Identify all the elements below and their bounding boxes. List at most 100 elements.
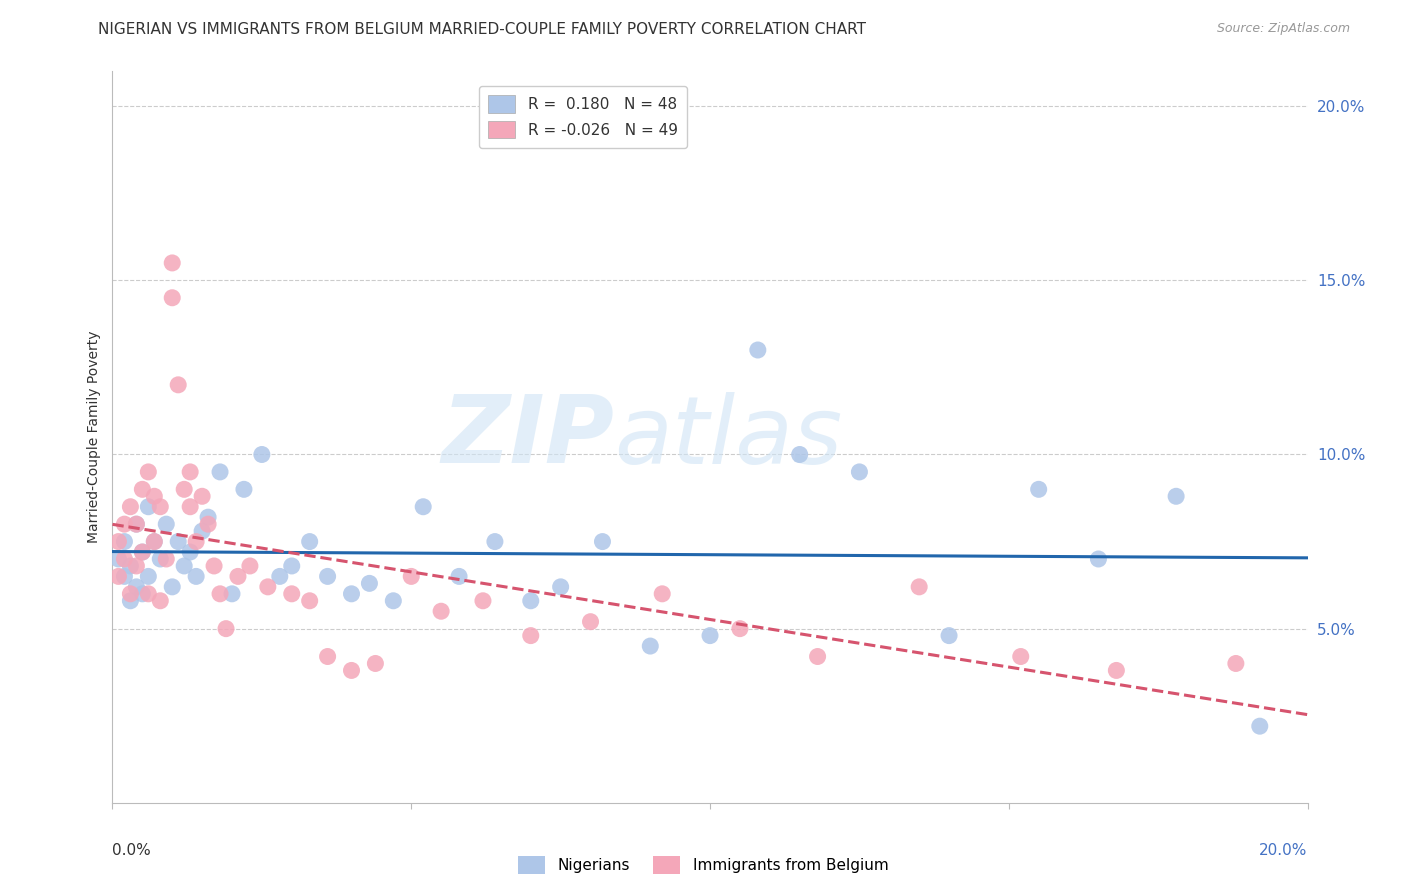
Point (359, 576, 381, 591)
Point (186, 569, 208, 583)
Point (120, 558, 142, 573)
Point (143, 534, 166, 549)
Point (114, 517, 135, 532)
Point (281, 587, 304, 601)
Text: Source: ZipAtlas.com: Source: ZipAtlas.com (1216, 22, 1350, 36)
Point (412, 500, 434, 514)
Point (209, 465, 232, 479)
Point (167, 534, 190, 549)
Point (173, 558, 195, 573)
Y-axis label: Married-Couple Family Poverty: Married-Couple Family Poverty (87, 331, 101, 543)
Point (162, 580, 183, 594)
Point (125, 580, 148, 594)
Point (191, 489, 214, 503)
Point (138, 569, 160, 583)
Point (592, 534, 614, 549)
Point (131, 587, 153, 601)
Point (114, 569, 135, 583)
Point (131, 483, 153, 497)
Point (155, 552, 177, 566)
Point (848, 465, 870, 479)
Legend: R =  0.180   N = 48, R = -0.026   N = 49: R = 0.180 N = 48, R = -0.026 N = 49 (478, 87, 686, 147)
Point (226, 569, 249, 583)
Point (550, 580, 572, 594)
Point (179, 500, 201, 514)
Point (107, 552, 129, 566)
Point (364, 657, 387, 671)
Point (107, 569, 129, 583)
Point (107, 534, 129, 549)
Point (699, 629, 721, 643)
Point (1028, 483, 1050, 497)
Point (162, 291, 183, 305)
Point (197, 510, 219, 524)
Point (114, 552, 135, 566)
Point (472, 594, 495, 608)
Point (179, 545, 201, 559)
Text: 20.0%: 20.0% (1260, 843, 1308, 858)
Point (221, 587, 243, 601)
Point (138, 587, 160, 601)
Point (298, 594, 321, 608)
Point (202, 558, 225, 573)
Point (1249, 719, 1271, 733)
Text: 0.0%: 0.0% (112, 843, 152, 858)
Point (125, 558, 148, 573)
Point (281, 558, 304, 573)
Point (520, 594, 543, 608)
Point (120, 587, 142, 601)
Point (269, 569, 291, 583)
Point (1010, 649, 1032, 664)
Point (186, 534, 208, 549)
Point (125, 517, 148, 532)
Point (401, 569, 423, 583)
Point (114, 534, 135, 549)
Point (579, 615, 602, 629)
Point (120, 594, 142, 608)
Point (138, 500, 160, 514)
Point (162, 256, 183, 270)
Point (430, 604, 453, 618)
Point (1225, 657, 1247, 671)
Legend: Nigerians, Immigrants from Belgium: Nigerians, Immigrants from Belgium (512, 850, 894, 880)
Point (340, 664, 363, 678)
Point (215, 622, 238, 636)
Point (382, 594, 405, 608)
Point (298, 534, 321, 549)
Point (131, 545, 153, 559)
Point (449, 569, 471, 583)
Point (728, 622, 751, 636)
Point (155, 517, 177, 532)
Point (143, 534, 166, 549)
Text: NIGERIAN VS IMMIGRANTS FROM BELGIUM MARRIED-COUPLE FAMILY POVERTY CORRELATION CH: NIGERIAN VS IMMIGRANTS FROM BELGIUM MARR… (98, 22, 866, 37)
Point (233, 483, 256, 497)
Point (173, 483, 195, 497)
Point (484, 534, 506, 549)
Point (640, 639, 662, 653)
Point (807, 649, 830, 664)
Point (239, 558, 262, 573)
Point (316, 569, 339, 583)
Point (149, 500, 172, 514)
Point (1105, 664, 1128, 678)
Point (1166, 489, 1188, 503)
Point (747, 343, 769, 357)
Point (250, 448, 273, 462)
Point (197, 517, 219, 532)
Point (1087, 552, 1109, 566)
Point (191, 524, 214, 538)
Point (138, 465, 160, 479)
Point (520, 629, 543, 643)
Point (257, 580, 280, 594)
Point (179, 465, 201, 479)
Text: atlas: atlas (614, 392, 842, 483)
Point (789, 448, 811, 462)
Point (167, 377, 190, 392)
Text: ZIP: ZIP (441, 391, 614, 483)
Point (316, 649, 339, 664)
Point (149, 594, 172, 608)
Point (143, 489, 166, 503)
Point (120, 500, 142, 514)
Point (125, 517, 148, 532)
Point (209, 587, 232, 601)
